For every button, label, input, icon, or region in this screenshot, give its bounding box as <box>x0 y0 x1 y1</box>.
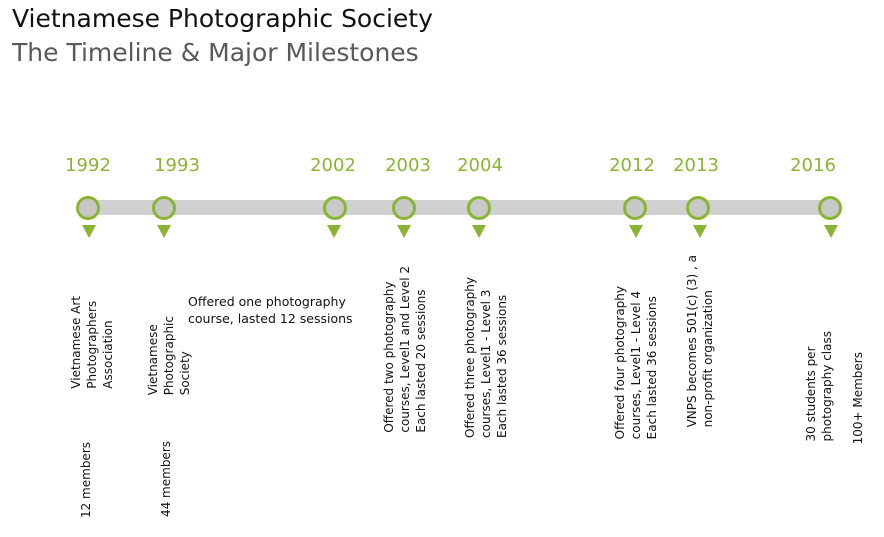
milestone-marker-2002 <box>323 196 347 220</box>
milestone-marker-2003 <box>392 196 416 220</box>
year-label-2003: 2003 <box>385 155 431 176</box>
milestone-text-2003: Offered two photography courses, Level1 … <box>382 266 428 433</box>
pointer-triangle-1992 <box>82 225 96 238</box>
pointer-triangle-2002 <box>327 225 341 238</box>
timeline-bar <box>88 200 833 215</box>
year-label-2002: 2002 <box>310 155 356 176</box>
year-label-1993: 1993 <box>154 155 200 176</box>
milestone-marker-2016 <box>818 196 842 220</box>
milestone-text-2002: Offered one photography course, lasted 1… <box>188 294 353 326</box>
milestone-text-1993: Vietnamese Photographic Society <box>146 316 192 396</box>
milestone-marker-2004 <box>467 196 491 220</box>
year-label-2004: 2004 <box>457 155 503 176</box>
milestone-marker-1993 <box>152 196 176 220</box>
milestone-text-2012: Offered four photography courses, Level1… <box>613 286 659 440</box>
pointer-triangle-2004 <box>472 225 486 238</box>
pointer-triangle-2016 <box>824 225 838 238</box>
pointer-triangle-2012 <box>629 225 643 238</box>
year-label-2013: 2013 <box>673 155 719 176</box>
year-label-2012: 2012 <box>609 155 655 176</box>
milestone-marker-1992 <box>76 196 100 220</box>
year-label-1992: 1992 <box>65 155 111 176</box>
pointer-triangle-2003 <box>397 225 411 238</box>
milestone-text-1992: Vietnamese Art Photographers Association <box>69 296 115 389</box>
pointer-triangle-2013 <box>693 225 707 238</box>
milestone-text-2013: VNPS becomes 501(c) (3) , a non-profit o… <box>685 255 715 428</box>
milestone-detail-1993: 44 members <box>159 441 173 518</box>
diagram-subtitle: The Timeline & Major Milestones <box>12 38 419 67</box>
milestone-detail-1992: 12 members <box>79 442 93 519</box>
milestone-text-2004: Offered three photography courses, Level… <box>463 277 509 438</box>
year-label-2016: 2016 <box>790 155 836 176</box>
pointer-triangle-1993 <box>157 225 171 238</box>
milestone-detail-2016: 100+ Members <box>851 352 865 445</box>
diagram-title: Vietnamese Photographic Society <box>12 4 433 33</box>
milestone-marker-2012 <box>623 196 647 220</box>
milestone-marker-2013 <box>686 196 710 220</box>
milestone-text-2016: 30 students per photography class <box>804 331 834 442</box>
